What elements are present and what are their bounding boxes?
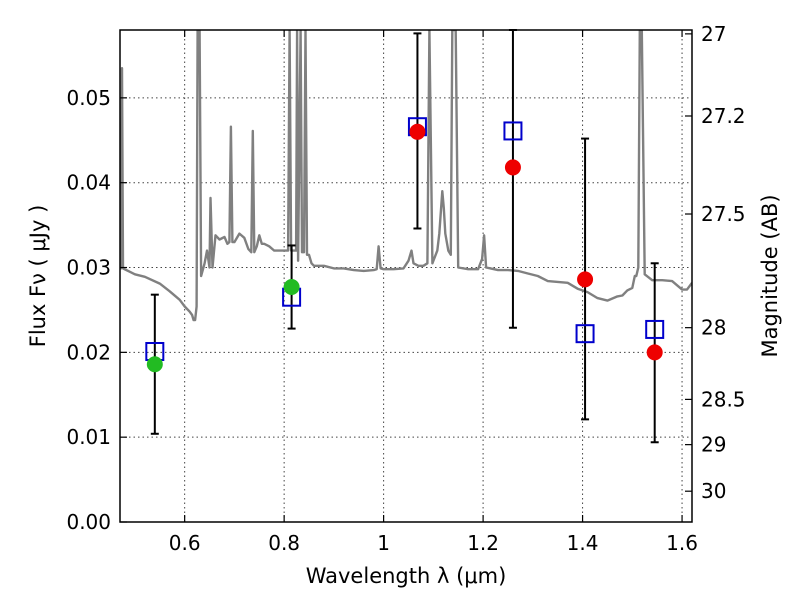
right-axis-label: Magnitude (AB) [758, 194, 782, 357]
y-tick-label: 0.02 [66, 340, 111, 364]
detection-point [146, 356, 163, 373]
x-tick-label: 1.2 [467, 531, 499, 555]
flux-point [504, 159, 521, 176]
y-tick-label: 0.05 [66, 86, 111, 110]
flux-point [409, 123, 426, 140]
axis-ticks [120, 30, 692, 523]
y-tick-label: 0.03 [66, 256, 111, 280]
x-tick-label: 1.6 [666, 531, 698, 555]
right-tick-labels: 27 27.2 27.5 28 28.5 29 30 [701, 22, 746, 503]
right-tick-label: 30 [701, 479, 726, 503]
flux-point [577, 271, 594, 288]
model-square-marker [503, 121, 523, 141]
right-tick-label: 27.2 [701, 104, 746, 128]
y-axis-label: Flux Fν ( μJy ) [26, 205, 50, 348]
right-tick-label: 28.5 [701, 387, 746, 411]
x-tick-label: 0.6 [169, 531, 201, 555]
right-tick-label: 29 [701, 433, 726, 457]
x-tick-label: 1 [377, 531, 390, 555]
detection-point [283, 279, 300, 296]
right-tick-label: 28 [701, 316, 726, 340]
x-axis-label: Wavelength λ (μm) [306, 564, 507, 588]
sed-model-line [120, 30, 692, 322]
right-tick-label: 27 [701, 22, 726, 46]
y-tick-label: 0.01 [66, 425, 111, 449]
y-tick-label: 0.00 [66, 510, 111, 534]
x-tick-labels: 0.6 0.8 1 1.2 1.4 1.6 [169, 531, 698, 555]
right-tick-label: 27.5 [701, 202, 746, 226]
x-tick-label: 0.8 [268, 531, 300, 555]
grid [120, 30, 692, 523]
data-markers [145, 117, 665, 373]
sed-curve-layer [120, 30, 692, 322]
x-tick-label: 1.4 [567, 531, 599, 555]
model-square-marker [575, 324, 595, 344]
error-bars [150, 29, 659, 444]
y-tick-labels: 0.00 0.01 0.02 0.03 0.04 0.05 [66, 86, 111, 534]
y-tick-label: 0.04 [66, 171, 111, 195]
plot-frame [119, 29, 693, 523]
model-square-marker [645, 319, 665, 339]
flux-point [646, 344, 663, 361]
